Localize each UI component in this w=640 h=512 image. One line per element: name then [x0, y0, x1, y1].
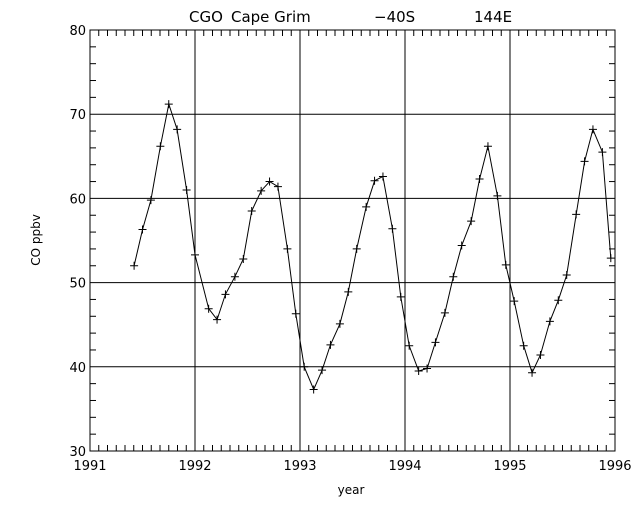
data-point-marker — [257, 186, 266, 195]
data-point-marker — [138, 225, 147, 234]
data-point-marker — [204, 304, 213, 313]
tick-labels: 1991 1992 1993 1994 1995 1996 30 40 50 60 70 80 — [69, 24, 631, 474]
data-point-marker — [588, 125, 597, 134]
data-point-marker — [352, 244, 361, 253]
data-point-marker — [598, 148, 607, 157]
data-point-marker — [370, 176, 379, 185]
data-point-marker — [510, 297, 519, 306]
data-point-marker — [213, 315, 222, 324]
x-tick-label: 1995 — [493, 459, 526, 474]
data-point-marker — [606, 254, 615, 263]
data-point-marker — [239, 255, 248, 264]
data-point-marker — [483, 142, 492, 151]
title-name: Cape Grim — [231, 8, 311, 26]
data-point-marker — [164, 100, 173, 109]
data-point-marker — [362, 202, 371, 211]
y-tick-label: 50 — [69, 277, 86, 292]
title-latitude: −40S — [374, 8, 415, 26]
y-tick-label: 60 — [69, 192, 86, 207]
x-tick-label: 1991 — [73, 459, 106, 474]
x-tick-label: 1996 — [598, 459, 631, 474]
data-point-marker — [326, 340, 335, 349]
data-point-marker — [536, 351, 545, 360]
tick-marks — [90, 30, 615, 451]
data-point-marker — [291, 309, 300, 318]
plot-frame — [89, 29, 616, 452]
data-point-marker — [344, 287, 353, 296]
data-point-marker — [449, 272, 458, 281]
data-point-marker — [309, 385, 318, 394]
data-point-marker — [493, 191, 502, 200]
data-point-marker — [247, 207, 256, 216]
data-point-marker — [173, 125, 182, 134]
data-point-marker — [221, 290, 230, 299]
title-longitude: 144E — [474, 8, 512, 26]
data-point-marker — [273, 182, 282, 191]
y-tick-label: 80 — [69, 24, 86, 39]
y-tick-label: 70 — [69, 108, 86, 123]
grid-lines — [90, 30, 615, 451]
data-series — [130, 100, 615, 394]
data-point-marker — [414, 367, 423, 376]
title-station: CGO — [189, 8, 223, 26]
data-point-marker — [467, 217, 476, 226]
data-point-marker — [562, 271, 571, 280]
series-line — [133, 102, 612, 391]
data-point-marker — [475, 175, 484, 184]
data-point-marker — [378, 172, 387, 181]
data-point-marker — [230, 272, 239, 281]
chart-title: CGO Cape Grim −40S 144E — [189, 8, 512, 26]
data-point-marker — [572, 210, 581, 219]
x-tick-label: 1992 — [178, 459, 211, 474]
data-point-marker — [545, 317, 554, 326]
x-tick-label: 1994 — [388, 459, 421, 474]
data-point-marker — [528, 368, 537, 377]
data-point-marker — [388, 224, 397, 233]
data-point-marker — [335, 319, 344, 328]
data-point-marker — [457, 241, 466, 250]
data-point-marker — [300, 362, 309, 371]
data-point-marker — [580, 157, 589, 166]
data-point-marker — [156, 142, 165, 151]
data-point-marker — [554, 296, 563, 305]
data-point-marker — [318, 366, 327, 375]
data-point-marker — [283, 244, 292, 253]
x-tick-label: 1993 — [283, 459, 316, 474]
data-point-marker — [501, 260, 510, 269]
y-axis-label: CO ppbv — [29, 214, 43, 266]
data-point-marker — [182, 185, 191, 194]
y-tick-label: 40 — [69, 361, 86, 376]
data-point-marker — [440, 308, 449, 317]
data-point-marker — [130, 261, 139, 270]
y-tick-label: 30 — [69, 445, 86, 460]
data-point-marker — [405, 341, 414, 350]
data-point-marker — [265, 177, 274, 186]
data-point-marker — [423, 364, 432, 373]
data-point-marker — [146, 196, 155, 205]
data-point-marker — [519, 341, 528, 350]
data-point-marker — [396, 292, 405, 301]
data-point-marker — [431, 338, 440, 347]
x-axis-label: year — [338, 483, 365, 497]
data-point-marker — [191, 250, 199, 259]
